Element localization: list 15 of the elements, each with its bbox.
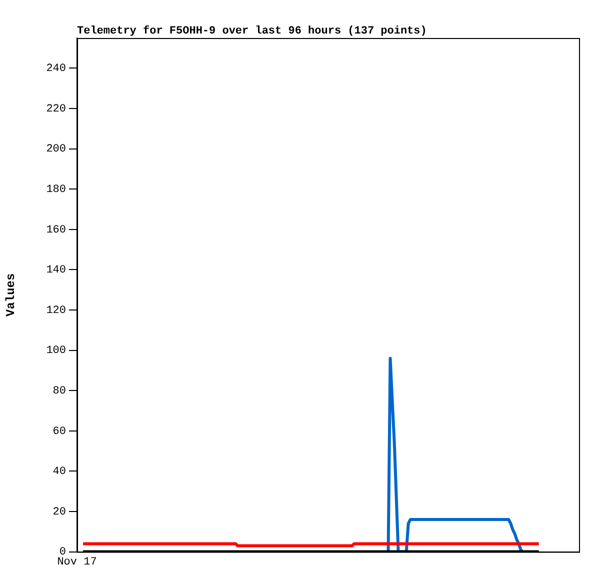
y-axis-title: Values [4,273,18,317]
y-tick-label: 220 [46,103,66,116]
y-tick-label: 40 [52,466,66,478]
y-tick-label: 100 [46,345,66,358]
y-tick-label: 240 [46,63,66,76]
y-tick-label: 80 [52,386,66,398]
y-tick-label: 60 [52,426,66,438]
y-tick-label: 140 [46,264,66,277]
y-tick-label: 180 [46,184,66,196]
y-tick-label: 200 [46,144,66,156]
y-tick-label: 160 [46,224,66,236]
chart-title: Telemetry for F5OHH-9 over last 96 hours (137 points) [77,24,427,38]
x-tick-label: Nov 17 [57,556,97,568]
y-tick-label: 120 [46,304,66,317]
y-tick-label: 20 [52,506,66,518]
